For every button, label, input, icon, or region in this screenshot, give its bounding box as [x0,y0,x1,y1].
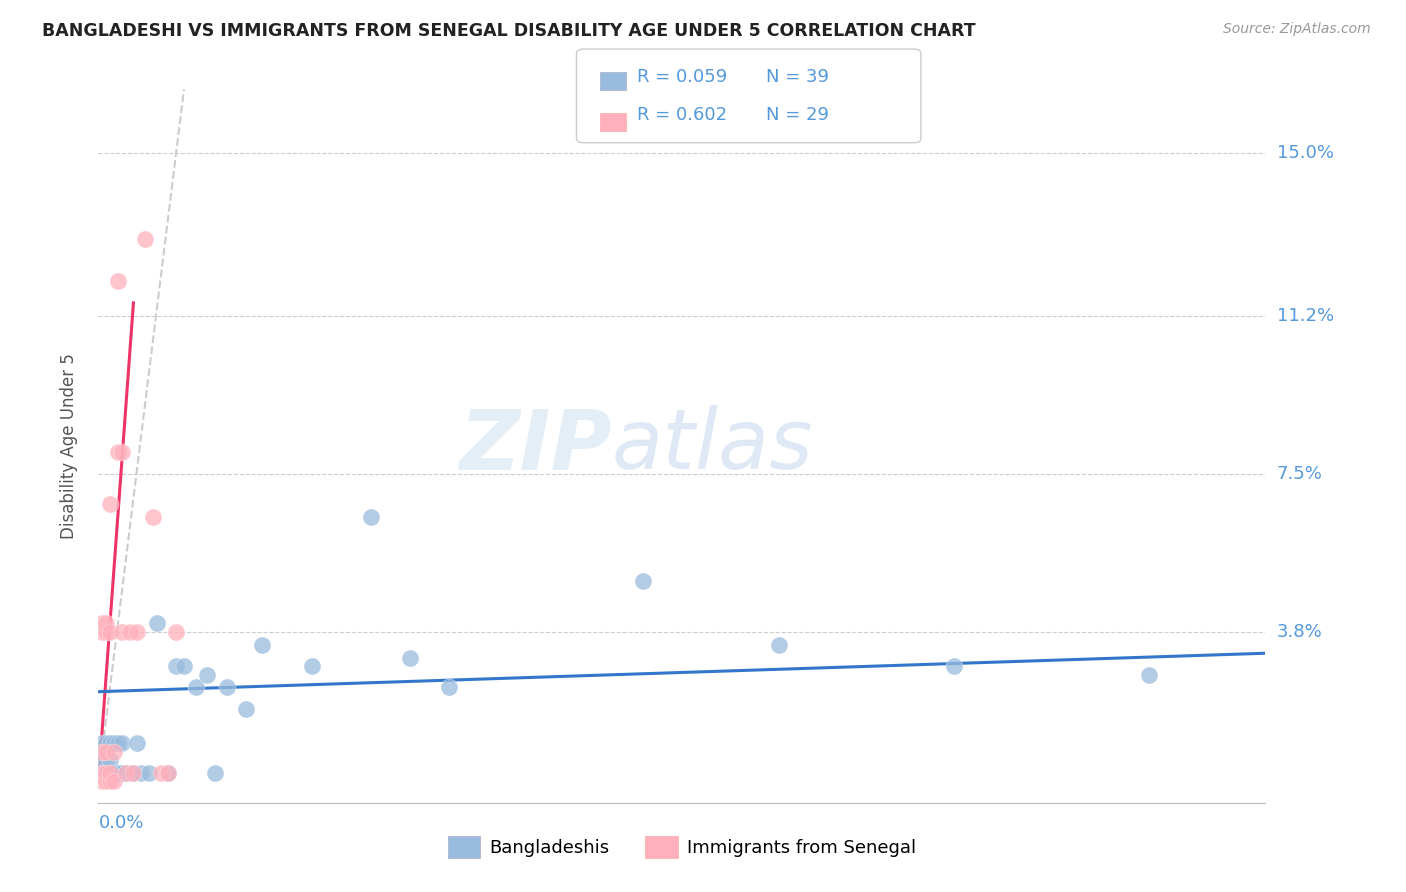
Text: 7.5%: 7.5% [1277,465,1323,483]
Point [103,736,125,750]
Point [98,624,121,639]
Point [107,445,129,459]
Point [165,624,187,639]
Point [127,736,149,750]
Text: 11.2%: 11.2% [1277,307,1334,325]
Point [91,774,114,789]
Point [96,624,118,639]
Point [157,765,180,780]
Point [111,765,134,780]
Text: Source: ZipAtlas.com: Source: ZipAtlas.com [1223,22,1371,37]
Point [96,774,118,789]
Point [96,736,118,750]
Point [118,624,141,639]
Point [768,638,790,652]
Point [91,616,114,631]
Point [134,232,156,246]
Point [96,616,118,631]
Point [118,765,141,780]
Text: R = 0.059: R = 0.059 [637,69,727,87]
Point [91,745,114,759]
Y-axis label: Disability Age Under 5: Disability Age Under 5 [59,353,77,539]
Point [127,624,149,639]
Point [103,745,125,759]
Point [96,753,118,767]
Point [96,765,118,780]
Point [301,659,323,673]
Point [165,659,187,673]
Point [122,765,145,780]
Point [146,616,169,631]
Text: 3.8%: 3.8% [1277,623,1322,640]
Point [111,445,134,459]
Point [360,509,382,524]
Point [122,765,145,780]
Point [91,765,114,780]
Point [142,509,165,524]
Point [398,650,420,665]
Text: BANGLADESHI VS IMMIGRANTS FROM SENEGAL DISABILITY AGE UNDER 5 CORRELATION CHART: BANGLADESHI VS IMMIGRANTS FROM SENEGAL D… [42,22,976,40]
Point [96,765,118,780]
Point [173,659,195,673]
Point [103,765,125,780]
Point [91,765,114,780]
Point [250,638,273,652]
Text: atlas: atlas [612,406,814,486]
Point [204,765,226,780]
Point [98,765,121,780]
Point [98,753,121,767]
Point [114,765,136,780]
Point [437,681,460,695]
Point [91,753,114,767]
Text: N = 29: N = 29 [766,105,830,123]
Point [215,681,238,695]
Point [129,765,152,780]
Point [98,497,121,511]
Point [149,765,172,780]
Point [91,736,114,750]
Point [195,667,218,681]
Point [98,774,121,789]
Point [235,702,257,716]
Point [107,275,129,289]
Point [91,624,114,639]
Point [111,736,134,750]
Point [96,745,118,759]
Text: R = 0.602: R = 0.602 [637,105,727,123]
Text: 0.0%: 0.0% [98,814,143,831]
Point [98,765,121,780]
Point [631,574,654,588]
Point [157,765,180,780]
Text: N = 39: N = 39 [766,69,830,87]
Text: ZIP: ZIP [460,406,612,486]
Point [943,659,966,673]
Point [114,765,136,780]
Point [1137,667,1160,681]
Point [107,736,129,750]
Point [98,736,121,750]
Point [138,765,160,780]
Point [184,681,207,695]
Point [103,774,125,789]
Legend: Bangladeshis, Immigrants from Senegal: Bangladeshis, Immigrants from Senegal [440,829,924,865]
Point [107,765,129,780]
Point [111,624,134,639]
Text: 15.0%: 15.0% [1277,145,1333,162]
